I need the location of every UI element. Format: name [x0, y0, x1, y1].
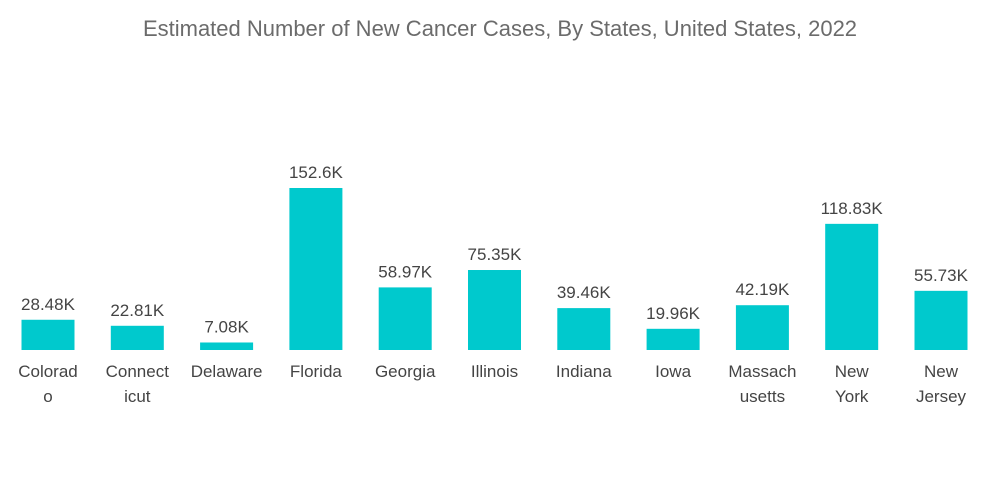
bar-0 — [21, 319, 75, 350]
x-tick-label-10: New Jersey — [916, 362, 967, 406]
data-label-6: 39.46K — [557, 283, 612, 302]
x-tick-label-1-line-0: Connect — [106, 362, 170, 381]
x-tick-label-0-line-1: o — [43, 387, 52, 406]
x-tick-label-4: Georgia — [375, 362, 436, 381]
data-label-7: 19.96K — [646, 304, 701, 323]
chart-title: Estimated Number of New Cancer Cases, By… — [142, 16, 858, 41]
bar-9 — [825, 223, 879, 350]
data-label-4: 58.97K — [378, 262, 433, 281]
data-label-0: 28.48K — [21, 295, 76, 314]
bar-3 — [289, 188, 343, 350]
bar-2 — [200, 342, 254, 350]
x-tick-label-3-line-0: Florida — [290, 362, 343, 381]
bar-8 — [735, 305, 789, 350]
bar-4 — [378, 287, 432, 350]
data-label-8: 42.19K — [735, 280, 790, 299]
x-tick-label-7: Iowa — [655, 362, 691, 381]
x-tick-label-9-line-1: York — [835, 387, 869, 406]
x-tick-label-8-line-1: usetts — [740, 387, 785, 406]
bar-1 — [110, 325, 164, 350]
x-tick-label-2-line-0: Delaware — [191, 362, 263, 381]
x-tick-label-9-line-0: New — [835, 362, 870, 381]
x-tick-label-9: New York — [835, 362, 870, 406]
x-tick-label-4-line-0: Georgia — [375, 362, 436, 381]
x-tick-label-5-line-0: Illinois — [471, 362, 518, 381]
data-label-9: 118.83K — [821, 199, 884, 218]
data-label-2: 7.08K — [204, 317, 249, 336]
x-tick-label-6-line-0: Indiana — [556, 362, 612, 381]
x-tick-label-0: Colorad o — [18, 362, 78, 406]
data-label-3: 152.6K — [289, 163, 344, 182]
x-tick-label-6: Indiana — [556, 362, 612, 381]
x-tick-label-0-line-0: Colorad — [18, 362, 78, 381]
bar-10 — [914, 290, 968, 350]
x-tick-label-5: Illinois — [471, 362, 518, 381]
bar-6 — [557, 308, 611, 350]
bar-5 — [468, 270, 521, 350]
x-tick-label-10-line-0: New — [924, 362, 959, 381]
data-label-10: 55.73K — [914, 266, 969, 285]
x-tick-label-2: Delaware — [191, 362, 263, 381]
x-tick-label-8-line-0: Massach — [728, 362, 796, 381]
x-tick-label-3: Florida — [290, 362, 343, 381]
data-label-5: 75.35K — [468, 245, 523, 264]
bar-7 — [646, 328, 700, 350]
x-tick-label-10-line-1: Jersey — [916, 387, 967, 406]
x-tick-label-8: Massach usetts — [728, 362, 796, 406]
data-label-1: 22.81K — [110, 301, 165, 320]
x-tick-label-1: Connect icut — [106, 362, 170, 406]
x-tick-label-7-line-0: Iowa — [655, 362, 691, 381]
x-tick-label-1-line-1: icut — [124, 387, 151, 406]
